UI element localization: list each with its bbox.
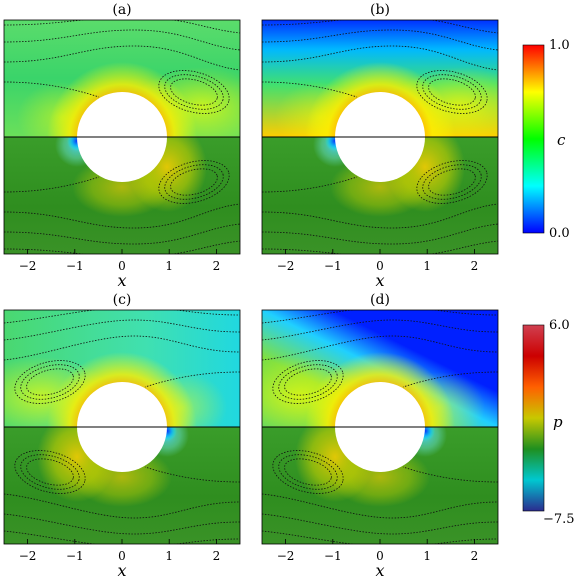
x-tick-label: 2: [471, 259, 479, 273]
x-axis-label: x: [375, 561, 384, 576]
panel-d: (d) −2 −1 0 1 2 x: [261, 292, 499, 576]
colorbar-c-gradient: [522, 44, 545, 234]
panel-d-label: (d): [370, 292, 390, 308]
x-tick-label: −1: [324, 549, 342, 563]
x-tick-label: 1: [423, 259, 431, 273]
colorbar-p-min-label: −7.5: [543, 512, 575, 527]
x-tick-label: 2: [213, 259, 221, 273]
panel-c: (c) −2 −1 0 1 2 x: [3, 292, 241, 576]
panel-a: (a) −2 −1 0 1 2 x: [3, 2, 241, 290]
x-tick-label: −2: [19, 259, 37, 273]
x-tick-label: −2: [19, 549, 37, 563]
colorbar-c: 1.0 0.0 c: [522, 38, 570, 241]
x-tick-label: 1: [165, 549, 173, 563]
x-axis-label: x: [117, 561, 126, 576]
panel-a-label: (a): [112, 2, 131, 18]
colorbar-p-gradient: [522, 324, 545, 512]
x-tick-label: −1: [324, 259, 342, 273]
x-tick-label: 0: [376, 549, 384, 563]
colorbar-p: 6.0 −7.5 p: [522, 318, 575, 527]
panel-b-label: (b): [370, 2, 390, 18]
x-tick-label: −1: [66, 549, 84, 563]
x-tick-label: −2: [277, 259, 295, 273]
x-axis-label: x: [375, 271, 384, 290]
colorbar-c-max-label: 1.0: [549, 38, 570, 53]
colorbar-p-max-label: 6.0: [549, 318, 570, 333]
x-tick-label: 0: [118, 259, 126, 273]
x-tick-label: 1: [423, 549, 431, 563]
colorbar-c-min-label: 0.0: [549, 226, 570, 241]
x-tick-label: 1: [165, 259, 173, 273]
x-tick-label: 0: [376, 259, 384, 273]
x-tick-label: 2: [213, 549, 221, 563]
x-tick-label: −2: [277, 549, 295, 563]
panel-c-label: (c): [113, 292, 132, 308]
x-tick-label: −1: [66, 259, 84, 273]
x-tick-label: 0: [118, 549, 126, 563]
colorbar-p-label: p: [553, 413, 563, 431]
x-axis-label: x: [117, 271, 126, 290]
colorbar-c-label: c: [557, 131, 566, 149]
x-tick-label: 2: [471, 549, 479, 563]
panel-b: (b) −2 −1 0 1 2 x: [261, 2, 499, 290]
